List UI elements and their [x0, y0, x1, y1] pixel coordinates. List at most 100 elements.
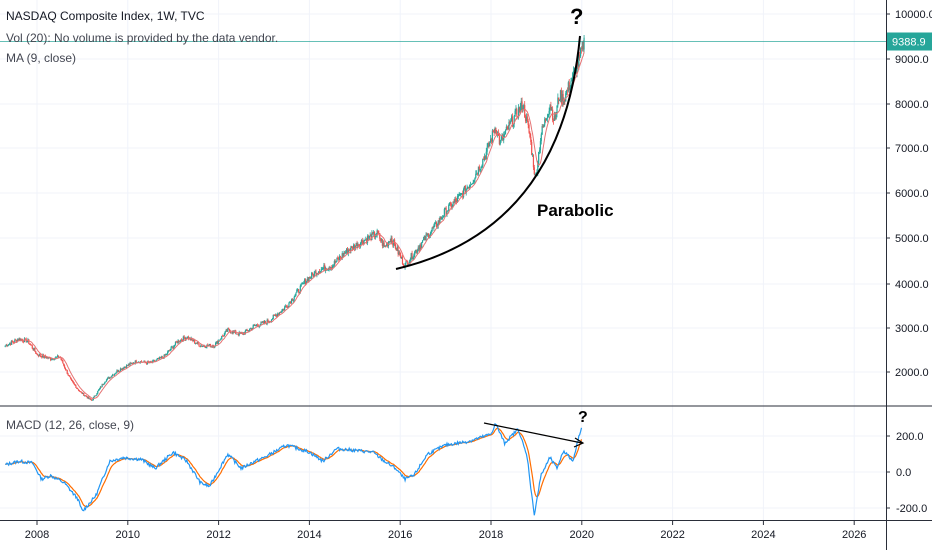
candle-body [15, 339, 18, 342]
candle-body [182, 336, 184, 341]
candle-body [304, 279, 307, 285]
candle-body [324, 265, 326, 271]
candle-body [214, 346, 216, 348]
candle-body [270, 319, 273, 322]
candle-body [125, 365, 128, 369]
candle-body [538, 150, 541, 152]
candle-body [400, 254, 402, 259]
candle-body [424, 236, 426, 241]
candle-body [87, 396, 89, 399]
candle-body [520, 101, 522, 106]
macd-label: MACD (12, 26, close, 9) [6, 418, 135, 432]
candle-body [36, 353, 38, 355]
candle-body [268, 322, 270, 324]
candle-body [360, 240, 363, 243]
price-tick-label: 8000.0 [895, 99, 929, 111]
candle-body [94, 395, 96, 397]
candle-body [485, 151, 487, 160]
candle-body [415, 250, 418, 253]
candle-body [453, 201, 455, 203]
candle-body [240, 333, 242, 335]
candle-body [353, 245, 356, 250]
candle-body [267, 319, 269, 323]
candle-body [566, 90, 568, 94]
candle-body [530, 137, 532, 142]
candle-body [164, 354, 166, 356]
time-tick-label: 2026 [842, 529, 866, 541]
candle-body [73, 382, 75, 385]
candle-body [247, 330, 249, 332]
candle-body [331, 267, 333, 269]
candle-body [459, 194, 461, 195]
candle-body [98, 389, 100, 391]
candle-body [124, 367, 126, 368]
price-tick-label: 6000.0 [895, 188, 929, 200]
candle-body [5, 344, 7, 346]
candle-body [398, 252, 400, 255]
candle-body [363, 240, 365, 245]
candle-body [445, 207, 447, 215]
candle-body [425, 234, 427, 241]
candle-body [373, 231, 376, 238]
last-price-value: 9388.9 [892, 36, 926, 48]
candle-body [77, 389, 80, 391]
candle-body [491, 130, 493, 142]
candle-body [187, 336, 189, 339]
candle-body [370, 235, 372, 241]
candle-body [57, 355, 60, 358]
candle-body [258, 326, 260, 327]
candle-body [297, 289, 299, 290]
candle-body [462, 189, 465, 198]
ma-label: MA (9, close) [6, 51, 77, 65]
price-tick-label: 4000.0 [895, 279, 929, 291]
candle-body [173, 346, 175, 349]
price-tick-label: 10000.0 [895, 9, 932, 21]
candle-body [253, 325, 255, 327]
candle-body [394, 244, 397, 249]
candle-body [29, 344, 32, 345]
candle-body [201, 345, 204, 347]
candle-body [201, 345, 203, 347]
candle-body [118, 370, 121, 372]
candle-body [177, 340, 179, 344]
candle-body [572, 72, 574, 81]
candle-body [313, 272, 315, 277]
price-tick-label: 5000.0 [895, 233, 929, 245]
macd-question-mark: ? [578, 409, 588, 426]
candle-body [563, 99, 565, 105]
candle-body [178, 340, 180, 342]
candle-body [175, 341, 177, 343]
candle-body [250, 328, 253, 330]
candle-body [43, 355, 46, 358]
candle-body [78, 390, 81, 392]
candle-body [346, 248, 349, 254]
candle-body [494, 127, 496, 133]
candle-body [287, 306, 289, 308]
candle-body [408, 261, 411, 264]
candle-body [28, 339, 30, 344]
candle-body [145, 362, 147, 364]
candle-body [135, 360, 137, 363]
candle-body [153, 360, 156, 362]
candle-body [552, 120, 555, 121]
candle-body [474, 177, 476, 181]
candle-body [50, 359, 53, 361]
candle-body [480, 166, 482, 170]
candle-body [350, 246, 352, 252]
time-tick-label: 2022 [660, 529, 684, 541]
candle-body [389, 241, 391, 243]
candle-body [512, 123, 514, 127]
candle-body [421, 242, 423, 248]
candle-body [171, 346, 173, 348]
candle-body [576, 62, 578, 74]
candle-body [11, 341, 13, 342]
candle-body [500, 139, 502, 141]
candle-body [543, 124, 545, 128]
candle-body [198, 343, 200, 347]
candle-body [248, 330, 250, 332]
candle-body [6, 344, 8, 347]
candle-body [384, 245, 386, 247]
candle-body [163, 354, 165, 359]
chart-title: NASDAQ Composite Index, 1W, TVC [6, 9, 205, 23]
